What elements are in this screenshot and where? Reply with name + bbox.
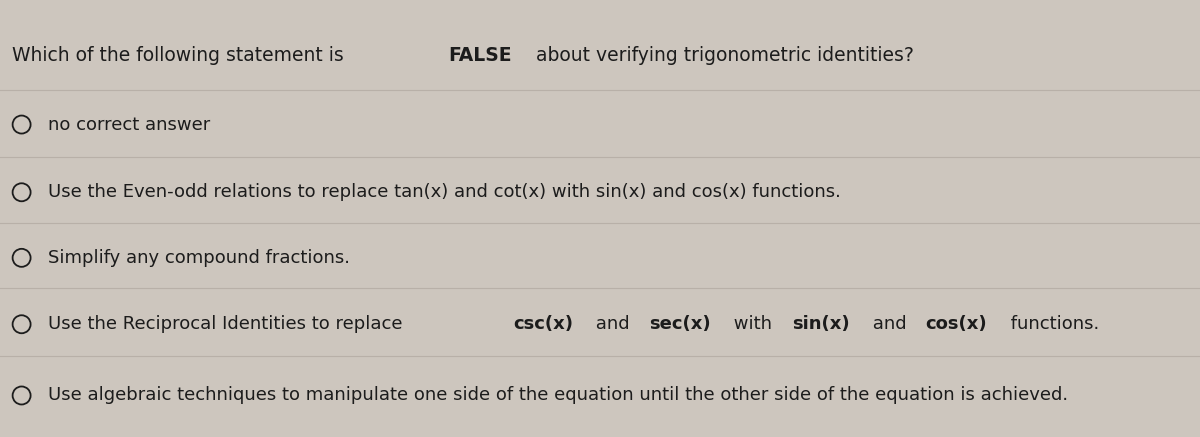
Text: about verifying trigonometric identities?: about verifying trigonometric identities… <box>529 46 913 65</box>
Text: Use algebraic techniques to manipulate one side of the equation until the other : Use algebraic techniques to manipulate o… <box>48 386 1068 405</box>
Text: and: and <box>590 315 636 333</box>
Text: no correct answer: no correct answer <box>48 115 210 134</box>
Text: Simplify any compound fractions.: Simplify any compound fractions. <box>48 249 350 267</box>
Text: and: and <box>866 315 912 333</box>
Text: with: with <box>728 315 778 333</box>
Text: FALSE: FALSE <box>448 46 511 65</box>
Text: Use the Reciprocal Identities to replace: Use the Reciprocal Identities to replace <box>48 315 408 333</box>
Text: Use the Even-odd relations to replace tan(x) and cot(x) with sin(x) and cos(x) f: Use the Even-odd relations to replace ta… <box>48 183 841 201</box>
Text: sin(x): sin(x) <box>792 315 850 333</box>
Text: csc(x): csc(x) <box>512 315 572 333</box>
Text: Which of the following statement is: Which of the following statement is <box>12 46 349 65</box>
Text: cos(x): cos(x) <box>925 315 988 333</box>
Text: sec(x): sec(x) <box>649 315 710 333</box>
Text: functions.: functions. <box>1004 315 1099 333</box>
